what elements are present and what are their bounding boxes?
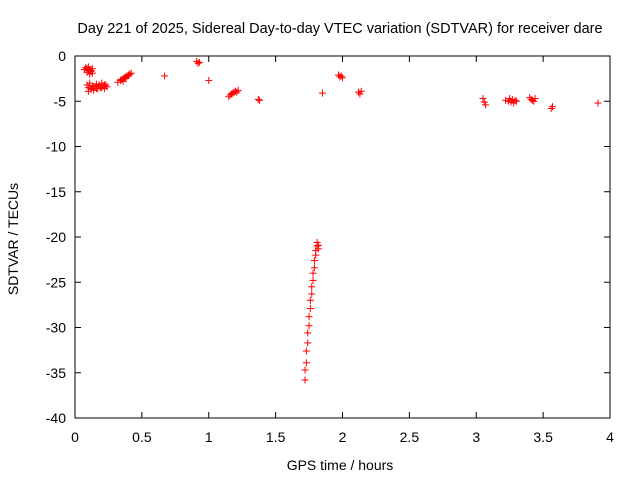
data-point xyxy=(301,376,309,384)
y-tick-label: -35 xyxy=(46,365,66,381)
data-point xyxy=(337,72,345,80)
y-tick-label: -15 xyxy=(46,184,66,200)
data-point xyxy=(122,75,130,83)
data-points xyxy=(80,57,602,384)
x-tick-label: 4 xyxy=(606,429,614,445)
chart-title: Day 221 of 2025, Sidereal Day-to-day VTE… xyxy=(77,21,602,37)
data-point xyxy=(233,88,241,96)
data-point xyxy=(308,290,316,298)
data-point xyxy=(512,97,520,105)
x-tick-label: 0.5 xyxy=(132,429,152,445)
y-axis-ticks: 0 -5 -10 -15 -20 -25 -30 -35 -40 xyxy=(46,48,610,426)
data-point xyxy=(205,76,213,84)
data-point xyxy=(100,81,108,89)
data-point xyxy=(195,58,203,66)
data-point xyxy=(126,70,134,78)
y-tick-label: -10 xyxy=(46,139,66,155)
data-point xyxy=(310,257,318,265)
plot-area: 0 0.5 1 1.5 2 2.5 3 3.5 4 0 -5 -10 -15 -20 -25 -30 -35 -… xyxy=(46,48,614,445)
plot-frame xyxy=(74,55,611,419)
data-point xyxy=(594,99,602,107)
x-tick-label: 1 xyxy=(205,429,213,445)
data-point xyxy=(305,322,313,330)
data-point xyxy=(161,72,169,80)
x-tick-label: 3.5 xyxy=(533,429,553,445)
data-point xyxy=(339,74,346,82)
data-point xyxy=(256,96,264,104)
data-point xyxy=(357,87,365,95)
data-point xyxy=(254,95,262,103)
data-point xyxy=(308,283,316,291)
x-tick-label: 1.5 xyxy=(266,429,286,445)
data-point xyxy=(194,59,202,67)
x-tick-label: 0 xyxy=(71,429,79,445)
data-point xyxy=(84,63,92,71)
data-point xyxy=(531,95,539,103)
data-point xyxy=(306,304,314,312)
y-tick-label: 0 xyxy=(58,48,66,64)
data-point xyxy=(511,96,519,104)
data-point xyxy=(306,296,314,304)
data-point xyxy=(547,104,555,112)
data-point xyxy=(301,366,309,374)
data-point xyxy=(314,245,322,253)
y-tick-label: -40 xyxy=(46,410,66,426)
data-point xyxy=(479,95,487,103)
x-axis-ticks: 0 0.5 1 1.5 2 2.5 3 3.5 4 xyxy=(71,56,614,445)
y-tick-label: -30 xyxy=(46,320,66,336)
y-tick-label: -20 xyxy=(46,229,66,245)
data-point xyxy=(318,89,326,97)
data-point xyxy=(304,329,312,337)
data-point xyxy=(87,66,95,74)
data-point xyxy=(310,264,318,272)
x-tick-label: 2.5 xyxy=(400,429,420,445)
y-tick-label: -5 xyxy=(54,93,67,109)
x-axis-label: GPS time / hours xyxy=(287,457,394,473)
x-tick-label: 3 xyxy=(472,429,480,445)
data-point xyxy=(302,347,310,355)
x-tick-label: 2 xyxy=(339,429,347,445)
data-point xyxy=(305,313,313,321)
y-tick-label: -25 xyxy=(46,274,66,290)
data-point xyxy=(309,276,317,284)
y-axis-label: SDTVAR / TECUs xyxy=(5,183,21,295)
data-point xyxy=(127,69,135,77)
data-point xyxy=(309,269,317,277)
data-point xyxy=(304,339,312,347)
data-point xyxy=(482,101,490,109)
data-point xyxy=(234,86,242,94)
data-point xyxy=(302,359,310,367)
data-point xyxy=(548,103,556,111)
